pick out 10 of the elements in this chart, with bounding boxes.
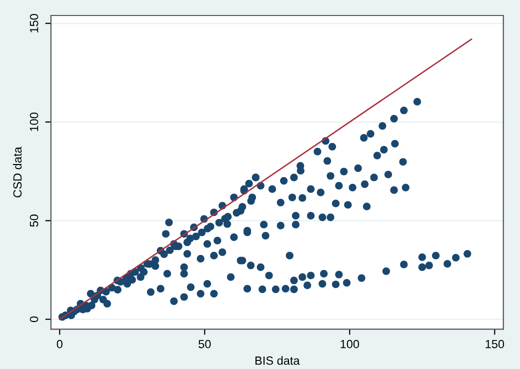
y-tick-label: 100 <box>30 112 38 131</box>
y-axis-title: CSD data <box>12 146 22 198</box>
x-tick-label: 150 <box>486 340 504 348</box>
x-axis-title: BIS data <box>255 356 300 365</box>
x-tick-label: 0 <box>56 340 62 348</box>
y-tick-label: 0 <box>30 316 38 322</box>
x-tick-label: 100 <box>340 340 360 348</box>
x-tick-label: 50 <box>198 340 211 348</box>
y-tick-label: 50 <box>30 214 38 227</box>
y-tick-label: 150 <box>30 14 38 32</box>
